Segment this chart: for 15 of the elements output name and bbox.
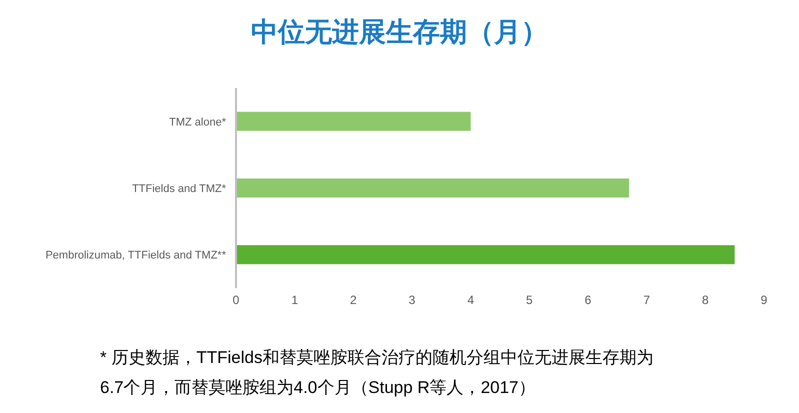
- x-tick-label: 0: [232, 293, 240, 307]
- x-tick-label: 8: [702, 293, 709, 307]
- x-tick-label: 9: [760, 293, 768, 307]
- x-tick-label: 3: [408, 293, 416, 307]
- annotation: * 历史数据，TTFields和替莫唑胺联合治疗的随机分组中位无进展生存期为6.7个月，而替莫唑胺组为4.0个月（Stupp R等人，2017）: [100, 347, 654, 399]
- x-tick-label: 2: [350, 293, 357, 307]
- y-tick-label: TTFields and TMZ*: [132, 183, 227, 195]
- y-tick-label: Pembrolizumab, TTFields and TMZ**: [45, 250, 227, 262]
- x-tick-label: 1: [291, 293, 298, 307]
- x-tick-label: 5: [526, 293, 533, 307]
- x-tick-label: 7: [643, 293, 650, 307]
- x-tick-label: 4: [467, 293, 474, 307]
- y-tick-label: TMZ alone*: [169, 116, 227, 128]
- title: 中位无进展生存期（月）: [250, 16, 549, 49]
- x-tick-label: 6: [584, 293, 592, 307]
